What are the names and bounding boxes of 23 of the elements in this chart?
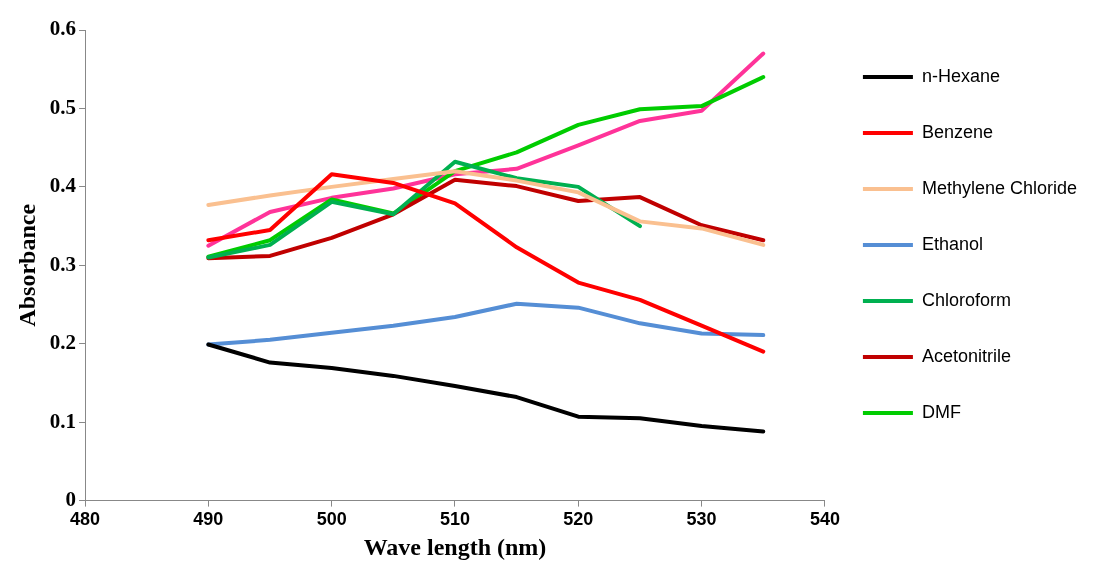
y-tick-label: 0.5 (49, 94, 77, 119)
legend-label: Ethanol (921, 233, 983, 254)
x-tick-label: 510 (439, 509, 471, 530)
y-tick-label: 0.2 (49, 330, 77, 355)
x-tick-label: 530 (686, 509, 717, 530)
x-tick-label: 490 (193, 509, 224, 530)
x-axis-title: Wave length (nm) (363, 533, 547, 560)
y-tick-label: 0 (65, 487, 77, 512)
x-tick-label: 520 (563, 509, 594, 530)
x-tick-label: 540 (809, 509, 840, 530)
legend-label: DMF (921, 401, 961, 422)
y-axis-title: Absorbance (13, 203, 40, 327)
y-tick-label: 0.3 (49, 251, 77, 276)
legend-label: Chloroform (921, 289, 1011, 310)
legend-label: n-Hexane (921, 65, 1000, 86)
legend-label: Acetonitrile (921, 345, 1011, 366)
legend-label: Methylene Chloride (921, 177, 1078, 198)
x-tick-label: 480 (70, 509, 101, 530)
legend-label: Benzene (921, 121, 993, 142)
y-tick-label: 0.1 (49, 408, 77, 433)
y-tick-label: 0.4 (49, 173, 77, 198)
y-tick-label: 0.6 (49, 16, 77, 41)
x-tick-label: 500 (316, 509, 347, 530)
